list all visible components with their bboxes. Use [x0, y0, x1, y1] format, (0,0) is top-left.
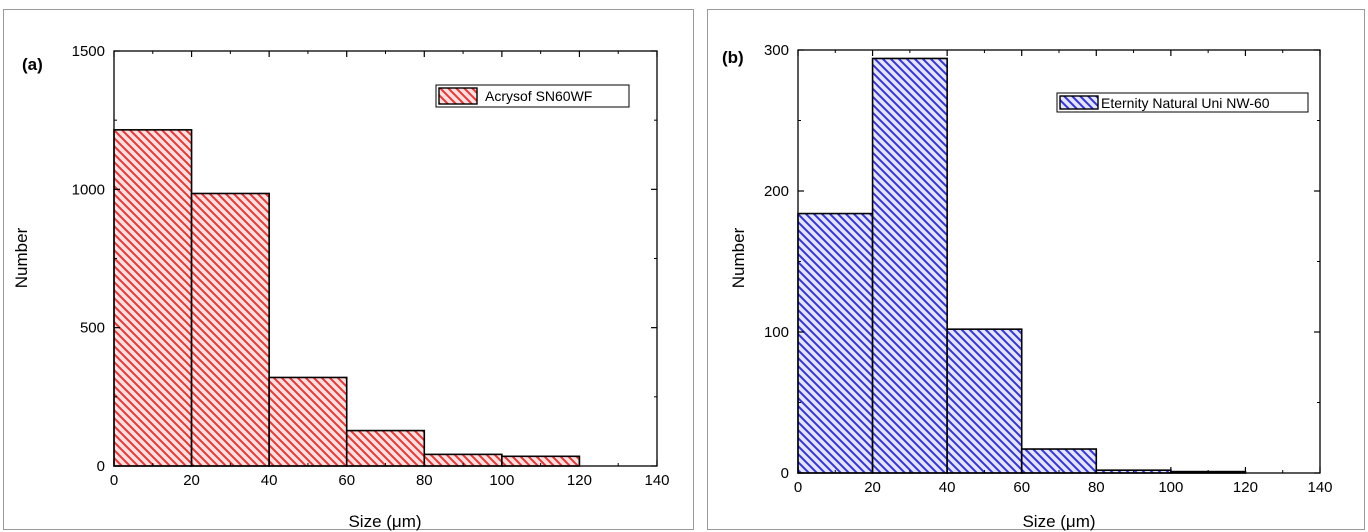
y-tick-label: 1500 [72, 43, 105, 60]
panel-label: (a) [22, 55, 43, 74]
x-tick-label: 80 [416, 472, 433, 489]
legend-entry-label: Acrysof SN60WF [485, 88, 592, 104]
x-tick-label: 100 [1158, 479, 1183, 496]
x-tick-label: 140 [1307, 479, 1332, 496]
y-tick-label: 500 [80, 320, 105, 337]
legend-box [435, 84, 630, 108]
legend-swatch [1059, 95, 1099, 110]
y-tick-label: 0 [97, 458, 105, 475]
x-axis-label: Size (μm) [1022, 512, 1095, 531]
x-tick-label: 20 [864, 479, 881, 496]
y-tick-label: 0 [781, 465, 789, 482]
x-tick-label: 40 [261, 472, 278, 489]
histogram-bar-b-3 [1020, 448, 1098, 474]
x-tick-label: 80 [1088, 479, 1105, 496]
histogram-bar-a-2 [268, 376, 348, 467]
y-tick-label: 100 [764, 324, 789, 341]
legend-entry-label: Eternity Natural Uni NW-60 [1101, 95, 1270, 111]
x-tick-label: 120 [1233, 479, 1258, 496]
panel-label: (b) [722, 48, 744, 67]
y-tick-label: 200 [764, 183, 789, 200]
y-tick-label: 1000 [72, 181, 105, 198]
x-axis-label: Size (μm) [348, 512, 421, 531]
histogram-bar-a-0 [113, 129, 193, 467]
histogram-bar-b-0 [797, 212, 874, 474]
x-tick-label: 120 [567, 472, 592, 489]
x-tick-label: 100 [489, 472, 514, 489]
y-axis-label: Number [729, 227, 748, 288]
x-tick-label: 140 [644, 472, 669, 489]
legend-swatch [438, 87, 478, 105]
y-axis-label: Number [12, 227, 31, 288]
histogram-bar-a-3 [345, 429, 426, 467]
x-tick-label: 0 [110, 472, 118, 489]
histogram-bar-b-2 [946, 328, 1023, 474]
y-tick-label: 300 [764, 42, 789, 59]
histogram-bar-a-1 [190, 192, 270, 467]
x-tick-label: 0 [794, 479, 802, 496]
x-tick-label: 40 [939, 479, 956, 496]
x-tick-label: 20 [183, 472, 200, 489]
histogram-bar-b-1 [871, 57, 948, 474]
x-tick-label: 60 [338, 472, 355, 489]
legend-box [1056, 92, 1309, 113]
x-tick-label: 60 [1013, 479, 1030, 496]
